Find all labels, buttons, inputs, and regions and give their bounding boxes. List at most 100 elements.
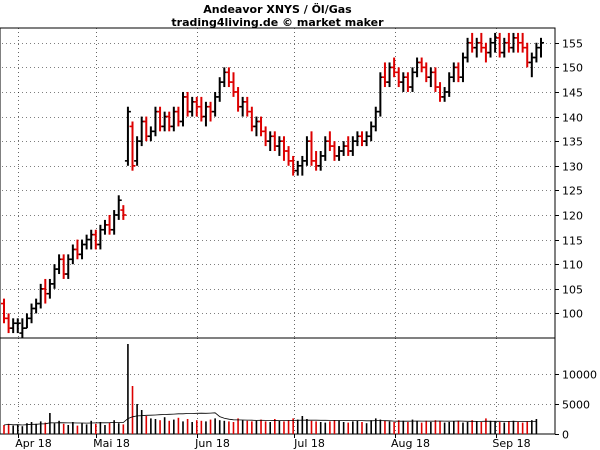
- ohlc-bar: [331, 141, 338, 161]
- ohlc-bar: [409, 67, 416, 92]
- x-tick-label: Aug 18: [391, 437, 430, 450]
- ohlc-bar: [189, 96, 196, 117]
- ohlc-bar: [10, 318, 17, 334]
- ohlc-bar: [253, 116, 260, 137]
- ohlc-bar: [101, 219, 108, 235]
- ohlc-bar: [276, 136, 283, 156]
- ohlc-bar: [170, 106, 177, 132]
- ohlc-bar: [37, 283, 44, 309]
- ohlc-bar: [271, 131, 278, 152]
- ohlc-bar: [340, 141, 347, 156]
- volume-panel-frame: [0, 337, 556, 435]
- ohlc-bar: [230, 72, 237, 97]
- ohlc-bar: [143, 116, 150, 142]
- ohlc-bar: [184, 91, 191, 117]
- price-tick-label: 130: [562, 161, 583, 174]
- chart-subtitle: trading4living.de © market maker: [171, 16, 384, 29]
- ohlc-bar: [221, 67, 228, 88]
- ohlc-bar: [381, 62, 388, 88]
- price-tick-label: 115: [562, 235, 583, 248]
- ohlc-bar: [14, 318, 21, 334]
- ohlc-bar: [248, 106, 255, 132]
- ohlc-bar: [294, 160, 301, 176]
- ohlc-bar: [120, 205, 127, 220]
- ohlc-bar: [423, 62, 430, 83]
- ohlc-bar: [88, 229, 95, 250]
- ohlc-bar: [290, 155, 297, 176]
- ohlc-bar: [313, 151, 320, 171]
- ohlc-bar: [69, 244, 76, 265]
- ohlc-bar: [235, 87, 242, 112]
- ohlc-bar: [473, 37, 480, 58]
- price-tick-label: 140: [562, 112, 583, 125]
- price-tick-label: 135: [562, 136, 583, 149]
- ohlc-bar: [23, 313, 30, 329]
- volume-tick-label: 5000: [562, 399, 590, 412]
- ohlc-bar: [92, 229, 99, 250]
- ohlc-bar: [299, 155, 306, 176]
- ohlc-bar: [225, 67, 232, 88]
- ohlc-bar: [198, 96, 205, 122]
- volume-tick-label: 10000: [562, 369, 597, 382]
- ohlc-bar: [239, 96, 246, 117]
- ohlc-bar: [391, 57, 398, 78]
- ohlc-bar: [166, 111, 173, 132]
- volume-tick-label: 0: [562, 429, 569, 442]
- volume-average-line: [3, 412, 537, 426]
- ohlc-bar: [455, 62, 462, 83]
- ohlc-bar: [496, 32, 503, 58]
- ohlc-bar: [363, 131, 370, 147]
- price-tick-label: 120: [562, 210, 583, 223]
- price-tick-label: 145: [562, 87, 583, 100]
- ohlc-bar: [395, 67, 402, 88]
- ohlc-bar: [51, 264, 58, 289]
- ohlc-bar: [212, 91, 219, 117]
- ohlc-bar: [42, 278, 49, 304]
- ohlc-bar: [368, 121, 375, 142]
- ohlc-bar: [33, 298, 40, 314]
- ohlc-bar: [469, 32, 476, 53]
- ohlc-bar: [519, 32, 526, 53]
- ohlc-bar: [317, 151, 324, 171]
- ohlc-bar: [244, 96, 251, 117]
- price-tick-label: 125: [562, 185, 583, 198]
- ohlc-bar: [115, 195, 122, 220]
- ohlc-bar: [97, 224, 104, 250]
- ohlc-bar: [83, 234, 90, 250]
- x-tick-label: Apr 18: [15, 437, 52, 450]
- ohlc-bar: [510, 32, 517, 53]
- gridlines: [2, 28, 553, 434]
- ohlc-bar: [377, 72, 384, 117]
- ohlc-bar: [202, 101, 209, 127]
- ohlc-bar: [65, 254, 72, 279]
- ohlc-bar: [349, 136, 356, 156]
- ohlc-bar: [487, 37, 494, 58]
- ohlc-bar: [404, 72, 411, 92]
- volume-series: [3, 344, 538, 434]
- x-tick-label: Mai 18: [93, 437, 130, 450]
- ohlc-bar: [124, 106, 131, 166]
- price-tick-label: 100: [562, 308, 583, 321]
- ohlc-bar: [528, 52, 535, 78]
- ohlc-bar: [1, 298, 7, 324]
- ohlc-bar: [524, 42, 531, 68]
- ohlc-bar: [400, 72, 407, 92]
- x-tick-label: Jul 18: [293, 437, 325, 450]
- ohlc-bar: [157, 106, 164, 132]
- ohlc-bar: [372, 106, 379, 132]
- ohlc-bar: [326, 131, 333, 152]
- axes: 100 105 110 115 120 125 130 135 140 145 150 155 0 500…: [15, 38, 597, 450]
- ohlc-bar: [538, 37, 544, 58]
- price-tick-label: 155: [562, 38, 583, 51]
- ohlc-bar: [267, 131, 274, 152]
- ohlc-bar: [285, 146, 292, 166]
- ohlc-bar: [129, 121, 136, 171]
- ohlc-bar: [56, 254, 63, 275]
- ohlc-bar: [336, 146, 343, 161]
- price-panel-frame: [0, 27, 556, 339]
- price-tick-label: 105: [562, 284, 583, 297]
- ohlc-bar: [216, 77, 223, 102]
- ohlc-bar: [111, 210, 118, 235]
- ohlc-bar: [492, 32, 499, 53]
- ohlc-bar: [28, 303, 35, 324]
